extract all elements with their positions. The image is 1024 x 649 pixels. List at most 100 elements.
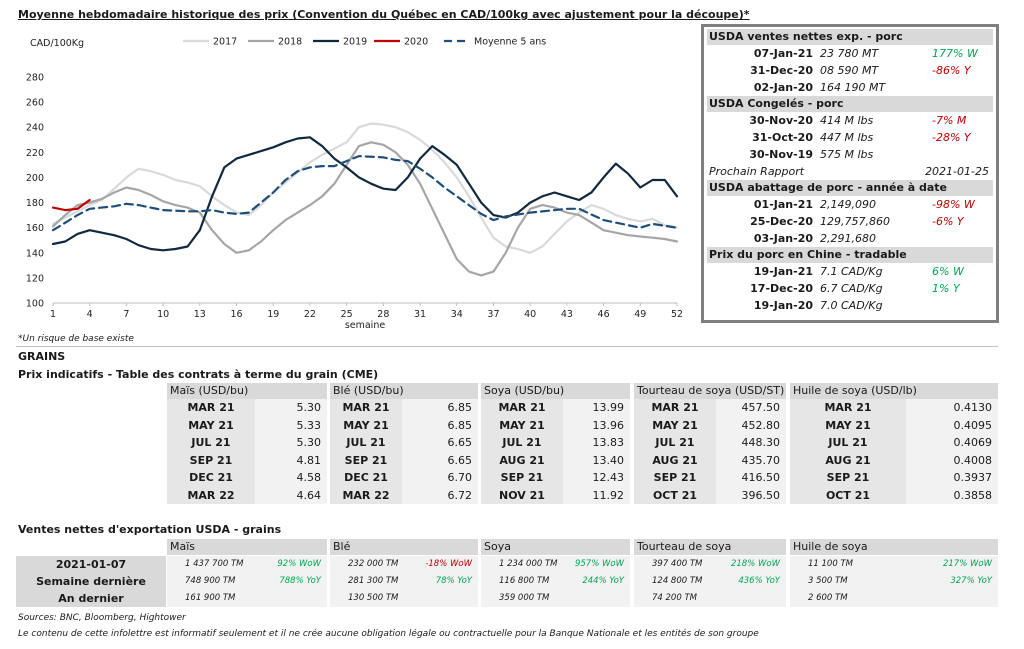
exports-change: 218% WoW xyxy=(718,556,786,573)
disclaimer-note: Le contenu de cette infolettre est infor… xyxy=(18,629,759,639)
exports-change: 217% WoW xyxy=(910,556,998,573)
exports-volume: 1 437 700 TM xyxy=(167,556,259,573)
contract-month: AUG 21 xyxy=(634,451,716,469)
pork-value: 7.1 CAD/Kg xyxy=(820,265,883,278)
x-tick-label: 34 xyxy=(451,309,463,320)
futures-row: MAY 21 13.96 xyxy=(481,416,630,434)
series-line-2018 xyxy=(51,141,679,277)
contract-price: 0.4130 xyxy=(906,399,998,417)
usda-pork-panel: USDA ventes nettes exp. - porc 07-Jan-21 2… xyxy=(701,24,999,323)
pork-change: -98% W xyxy=(932,198,975,211)
contract-price: 457.50 xyxy=(716,399,786,417)
y-tick-label: 100 xyxy=(26,299,44,310)
pork-row: 19-Jan-20 7.0 CAD/Kg xyxy=(707,297,993,314)
futures-row: MAY 21 452.80 xyxy=(634,416,786,434)
y-tick-label: 160 xyxy=(26,223,44,234)
contract-price: 13.96 xyxy=(563,416,630,434)
contract-month: JUL 21 xyxy=(790,434,906,452)
exports-volume: 130 500 TM xyxy=(330,590,410,607)
pork-value: 575 M lbs xyxy=(820,148,874,161)
contract-price: 5.33 xyxy=(255,416,327,434)
contract-month: MAR 22 xyxy=(330,486,402,504)
exports-volume: 397 400 TM xyxy=(634,556,718,573)
pork-change: -6% Y xyxy=(932,215,964,228)
pork-value: 2,291,680 xyxy=(820,232,876,245)
contract-price: 0.4069 xyxy=(906,434,998,452)
exports-volume: 3 500 TM xyxy=(790,573,910,590)
x-tick-label: 46 xyxy=(598,309,610,320)
futures-row: MAR 21 6.85 xyxy=(330,399,478,417)
futures-row: JUL 21 13.83 xyxy=(481,434,630,452)
pork-value: 2,149,090 xyxy=(820,198,876,211)
contract-month: NOV 21 xyxy=(481,486,563,504)
pork-row: 31-Oct-20 447 M lbs -28% Y xyxy=(707,129,993,146)
futures-row: SEP 21 0.3937 xyxy=(790,469,998,487)
contract-price: 6.65 xyxy=(402,434,478,452)
futures-group-title: Tourteau de soya (USD/ST) xyxy=(634,383,786,399)
pork-date: 02-Jan-20 xyxy=(753,81,813,94)
futures-row: SEP 21 416.50 xyxy=(634,469,786,487)
next-report-row: Prochain Rapport 2021-01-25 xyxy=(707,163,993,180)
pork-row: 31-Dec-20 08 590 MT -86% Y xyxy=(707,62,993,79)
pork-row: 03-Jan-20 2,291,680 xyxy=(707,230,993,247)
x-tick-label: 43 xyxy=(561,309,573,320)
contract-month: MAY 21 xyxy=(330,416,402,434)
exports-row-label: An dernier xyxy=(16,590,166,607)
futures-group: Maïs (USD/bu) MAR 21 5.30 MAY 21 5.33 JUL 21 5… xyxy=(167,383,327,504)
x-tick-label: 13 xyxy=(194,309,206,320)
pork-value: 129,757,860 xyxy=(820,215,890,228)
futures-row: MAR 21 13.99 xyxy=(481,399,630,417)
price-history-chart: 100 120 140 160 180 200 220 240 260 280 1 4 7 10 13 16 1… xyxy=(26,37,683,332)
futures-row: SEP 21 12.43 xyxy=(481,469,630,487)
pork-date: 17-Dec-20 xyxy=(750,282,813,295)
contract-month: SEP 21 xyxy=(634,469,716,487)
contract-price: 13.83 xyxy=(563,434,630,452)
exports-volume: 74 200 TM xyxy=(634,590,718,607)
contract-price: 448.30 xyxy=(716,434,786,452)
contract-month: DEC 21 xyxy=(167,469,255,487)
pork-value: 08 590 MT xyxy=(820,64,879,77)
futures-group: Tourteau de soya (USD/ST) MAR 21 457.50 MAY… xyxy=(634,383,786,504)
contract-month: MAY 21 xyxy=(481,416,563,434)
contract-month: MAR 21 xyxy=(167,399,255,417)
contract-month: SEP 21 xyxy=(167,451,255,469)
pork-row: 17-Dec-20 6.7 CAD/Kg 1% Y xyxy=(707,280,993,297)
contract-month: JUL 21 xyxy=(330,434,402,452)
exports-change: 436% YoY xyxy=(718,573,786,590)
pork-date: 01-Jan-21 xyxy=(753,198,813,211)
exports-row-label: Semaine dernière xyxy=(16,573,166,590)
contract-price: 13.99 xyxy=(563,399,630,417)
contract-price: 0.3937 xyxy=(906,469,998,487)
contract-price: 0.4008 xyxy=(906,451,998,469)
pork-row: 07-Jan-21 23 780 MT 177% W xyxy=(707,45,993,62)
pork-date: 19-Jan-20 xyxy=(753,299,813,312)
contract-month: JUL 21 xyxy=(167,434,255,452)
exports-column-title: Huile de soya xyxy=(790,539,998,555)
series-line-2020 xyxy=(51,198,91,212)
futures-row: MAY 21 0.4095 xyxy=(790,416,998,434)
futures-row: MAY 21 5.33 xyxy=(167,416,327,434)
x-tick-label: 7 xyxy=(123,309,129,320)
futures-row: AUG 21 0.4008 xyxy=(790,451,998,469)
futures-row: MAY 21 6.85 xyxy=(330,416,478,434)
exports-column-title: Maïs xyxy=(167,539,327,555)
grains-heading: GRAINS xyxy=(18,350,66,363)
pork-value: 414 M lbs xyxy=(820,114,874,127)
futures-row: MAR 21 457.50 xyxy=(634,399,786,417)
contract-month: MAR 21 xyxy=(330,399,402,417)
futures-row: DEC 21 4.58 xyxy=(167,469,327,487)
futures-row: OCT 21 0.3858 xyxy=(790,486,998,504)
legend-entry: 2020 xyxy=(404,37,428,48)
x-tick-label: 31 xyxy=(414,309,426,320)
x-tick-label: 1 xyxy=(50,309,56,320)
futures-row: JUL 21 6.65 xyxy=(330,434,478,452)
contract-month: MAY 21 xyxy=(167,416,255,434)
exports-volume: 359 000 TM xyxy=(481,590,565,607)
contract-month: AUG 21 xyxy=(481,451,563,469)
contract-price: 4.64 xyxy=(255,486,327,504)
section-divider xyxy=(16,346,998,347)
pork-date: 30-Nov-20 xyxy=(749,114,813,127)
futures-row: JUL 21 448.30 xyxy=(634,434,786,452)
series-line-2019 xyxy=(51,136,679,252)
contract-price: 4.58 xyxy=(255,469,327,487)
